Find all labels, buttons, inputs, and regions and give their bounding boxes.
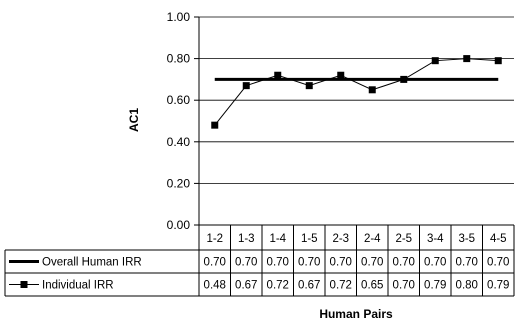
data-point-marker	[431, 57, 439, 65]
y-tick-label: 0.60	[167, 93, 191, 107]
data-label: 0.70	[204, 257, 226, 269]
x-tick-label: 4-5	[490, 233, 507, 245]
data-label: 0.70	[393, 280, 415, 292]
data-point-marker	[274, 71, 282, 79]
x-tick-label: 2-4	[364, 233, 381, 245]
data-point-marker	[368, 86, 376, 94]
data-point-marker	[400, 75, 408, 83]
y-axis-ticks: 0.00 0.20 0.40 0.60 0.80 1.00	[167, 10, 199, 232]
series-line-individual-irr	[214, 58, 499, 126]
data-label: 0.48	[204, 280, 226, 292]
data-label: 0.70	[235, 257, 257, 269]
gridlines	[199, 16, 514, 184]
data-point-marker	[337, 71, 345, 79]
legend-label: Individual IRR	[42, 280, 114, 292]
legend-marker	[20, 281, 28, 288]
y-tick-label: 0.80	[167, 52, 191, 66]
data-label: 0.70	[267, 257, 289, 269]
data-point-marker	[305, 82, 313, 90]
x-tick-label: 3-5	[458, 233, 475, 245]
data-label: 0.70	[361, 257, 383, 269]
x-axis-label: Human Pairs	[319, 307, 393, 321]
data-point-marker	[463, 55, 471, 63]
y-tick-label: 1.00	[167, 10, 191, 24]
data-label: 0.65	[361, 280, 383, 292]
data-label: 0.70	[456, 257, 478, 269]
series-lines	[211, 55, 502, 129]
x-tick-label: 1-5	[301, 233, 318, 245]
data-label: 0.70	[424, 257, 446, 269]
x-tick-label: 1-2	[206, 233, 223, 245]
data-label: 0.72	[330, 280, 352, 292]
y-tick-label: 0.00	[167, 218, 191, 232]
data-label: 0.80	[456, 280, 478, 292]
y-tick-label: 0.20	[167, 176, 191, 190]
data-label: 0.70	[393, 257, 415, 269]
x-tick-label: 2-5	[395, 233, 412, 245]
data-label: 0.70	[298, 257, 320, 269]
x-tick-label: 1-4	[269, 233, 286, 245]
y-axis-label: AC1	[127, 108, 141, 132]
data-label: 0.72	[267, 280, 289, 292]
data-point-marker	[494, 57, 502, 65]
y-tick-label: 0.40	[167, 135, 191, 149]
x-tick-label: 2-3	[332, 233, 349, 245]
data-table: 1-2 1-3 1-4 1-5 2-3 2-4 2-5 3-4 3-5 4-5 Overall Hu…	[4, 225, 515, 297]
data-label: 0.67	[298, 280, 320, 292]
data-label: 0.67	[235, 280, 257, 292]
data-point-marker	[242, 82, 250, 90]
data-label: 0.79	[487, 280, 509, 292]
data-label: 0.70	[487, 257, 509, 269]
legend-label: Overall Human IRR	[42, 257, 142, 269]
x-tick-label: 1-3	[238, 233, 255, 245]
data-label: 0.70	[330, 257, 352, 269]
x-tick-label: 3-4	[427, 233, 444, 245]
data-label: 0.79	[424, 280, 446, 292]
data-point-marker	[211, 121, 219, 129]
